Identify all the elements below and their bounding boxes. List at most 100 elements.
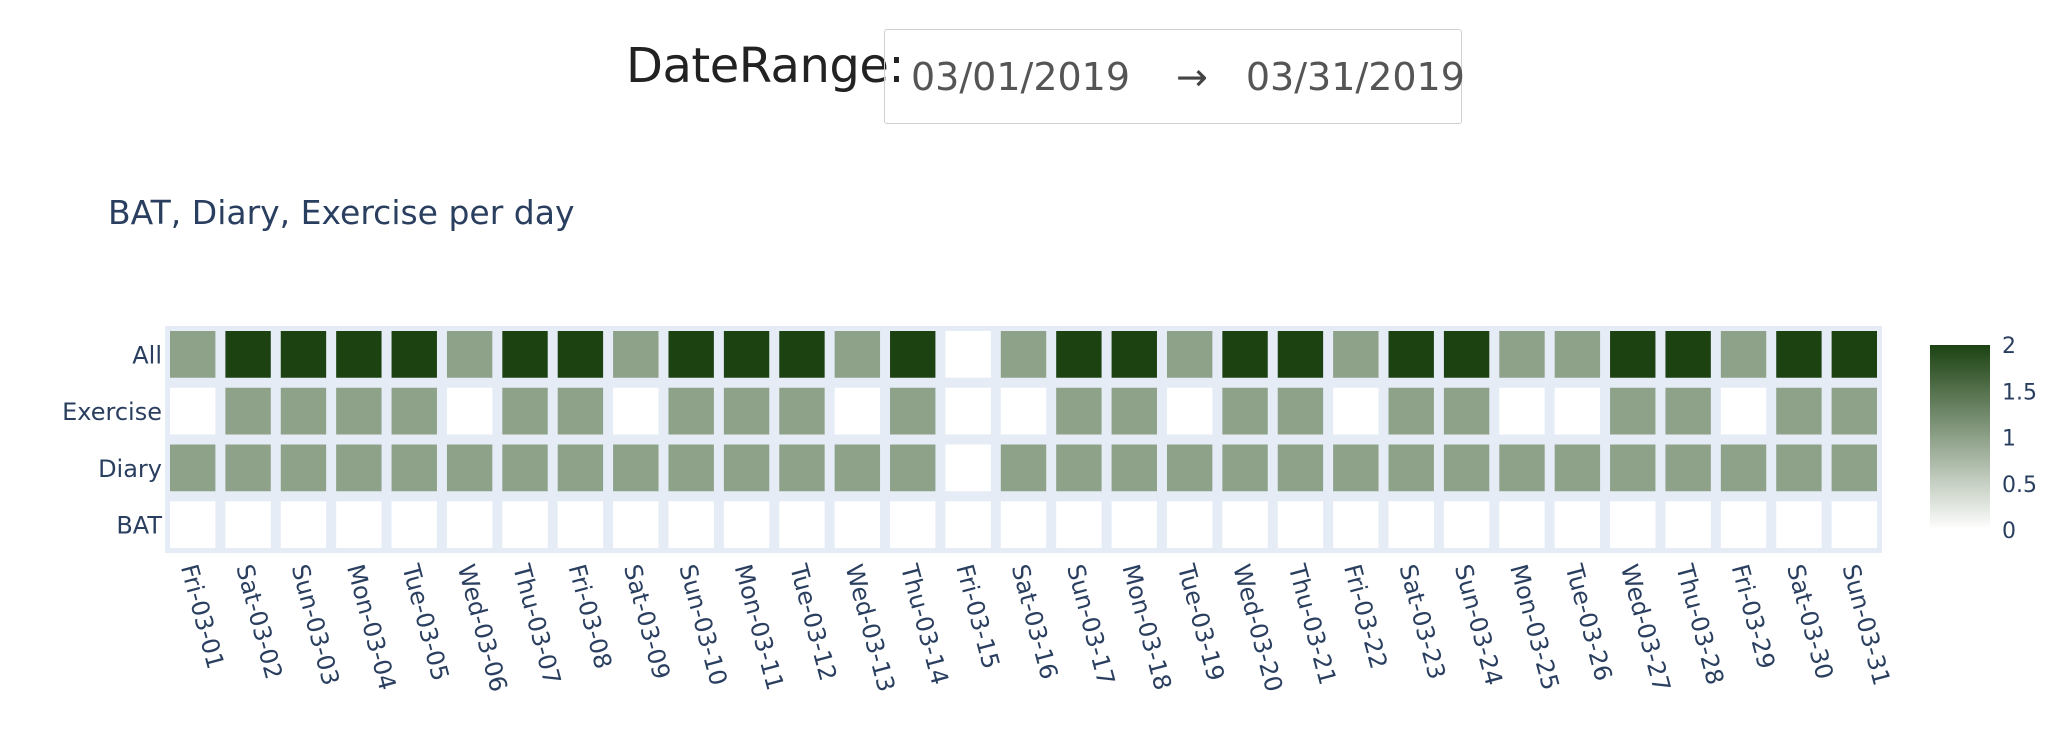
heatmap-cell-diary-thu-03-28 bbox=[1665, 444, 1711, 492]
heatmap-cell-all-sat-03-23 bbox=[1388, 331, 1434, 378]
x-tick-label: Mon-03-11 bbox=[729, 561, 789, 693]
heatmap-cell-exercise-thu-03-21 bbox=[1277, 387, 1324, 435]
heatmap-cell-diary-thu-03-07 bbox=[502, 444, 548, 492]
colorbar-tick-label: 0.5 bbox=[2002, 473, 2037, 498]
heatmap-cell-all-sun-03-24 bbox=[1443, 331, 1490, 378]
heatmap-cell-diary-sun-03-24 bbox=[1443, 444, 1490, 492]
heatmap-cell-exercise-thu-03-14 bbox=[890, 387, 936, 435]
x-tick-label: Fri-03-08 bbox=[563, 561, 618, 672]
colorbar-tick-label: 0 bbox=[2002, 519, 2016, 544]
heatmap-cell-exercise-fri-03-08 bbox=[557, 387, 604, 435]
x-tick-label: Thu-03-28 bbox=[1670, 560, 1729, 687]
y-tick-label: Exercise bbox=[62, 398, 162, 426]
heatmap-cell-exercise-mon-03-11 bbox=[723, 387, 770, 435]
heatmap-cell-exercise-tue-03-12 bbox=[779, 387, 825, 435]
heatmap-cell-diary-mon-03-04 bbox=[336, 444, 382, 492]
heatmap-cell-diary-sat-03-23 bbox=[1388, 444, 1434, 492]
x-tick-label: Wed-03-20 bbox=[1227, 561, 1288, 695]
heatmap-cell-diary-tue-03-26 bbox=[1554, 444, 1601, 492]
heatmap-cell-diary-fri-03-08 bbox=[557, 444, 604, 492]
heatmap-cell-diary-tue-03-12 bbox=[779, 444, 825, 492]
heatmap-cell-diary-mon-03-25 bbox=[1499, 444, 1545, 492]
colorbar-tick-label: 1.5 bbox=[2002, 380, 2037, 405]
heatmap-cell-bat-sun-03-03 bbox=[280, 501, 327, 548]
start-date-input[interactable]: 03/01/2019 bbox=[911, 54, 1131, 99]
x-tick-label: Sun-03-24 bbox=[1449, 561, 1508, 688]
heatmap-cell-bat-sat-03-30 bbox=[1776, 501, 1822, 548]
heatmap-cell-all-fri-03-22 bbox=[1333, 331, 1379, 378]
heatmap-cell-bat-wed-03-27 bbox=[1610, 501, 1656, 548]
heatmap-cell-exercise-wed-03-13 bbox=[834, 387, 881, 435]
heatmap-cell-all-mon-03-18 bbox=[1111, 331, 1157, 378]
colorbar-tick-label: 2 bbox=[2002, 334, 2016, 359]
heatmap-cell-exercise-mon-03-04 bbox=[336, 387, 382, 435]
heatmap-cell-diary-sun-03-31 bbox=[1831, 444, 1877, 492]
heatmap-cell-diary-fri-03-22 bbox=[1333, 444, 1379, 492]
heatmap-cell-exercise-wed-03-27 bbox=[1610, 387, 1656, 435]
x-tick-label: Thu-03-21 bbox=[1282, 560, 1341, 687]
heatmap-cell-diary-sun-03-10 bbox=[668, 444, 714, 492]
colorbar-tick-label: 1 bbox=[2002, 427, 2016, 452]
heatmap-cell-bat-mon-03-25 bbox=[1499, 501, 1545, 548]
x-tick-label: Sat-03-02 bbox=[230, 561, 288, 682]
x-tick-label: Sun-03-31 bbox=[1837, 561, 1896, 688]
heatmap-cell-bat-sun-03-17 bbox=[1056, 501, 1102, 548]
heatmap-cell-exercise-tue-03-19 bbox=[1166, 387, 1213, 435]
x-tick-label: Sun-03-03 bbox=[286, 561, 345, 688]
heatmap-cell-diary-tue-03-19 bbox=[1166, 444, 1213, 492]
heatmap-cell-all-tue-03-12 bbox=[779, 331, 825, 378]
end-date-input[interactable]: 03/31/2019 bbox=[1245, 54, 1465, 99]
y-tick-label: Diary bbox=[98, 455, 162, 483]
heatmap-cell-all-sun-03-17 bbox=[1056, 331, 1102, 378]
heatmap-cell-diary-sun-03-17 bbox=[1056, 444, 1102, 492]
x-tick-label: Fri-03-22 bbox=[1338, 561, 1393, 672]
heatmap-cell-exercise-sat-03-23 bbox=[1388, 387, 1434, 435]
heatmap-cell-all-mon-03-25 bbox=[1499, 331, 1545, 378]
heatmap-cell-diary-fri-03-29 bbox=[1720, 444, 1767, 492]
heatmap-cell-bat-mon-03-18 bbox=[1111, 501, 1157, 548]
heatmap-cell-all-sat-03-16 bbox=[1000, 331, 1047, 378]
heatmap-cell-all-tue-03-26 bbox=[1554, 331, 1601, 378]
heatmap-cell-exercise-thu-03-28 bbox=[1665, 387, 1711, 435]
heatmap-cell-diary-tue-03-05 bbox=[391, 444, 437, 492]
heatmap-cell-all-tue-03-19 bbox=[1166, 331, 1213, 378]
heatmap-cell-exercise-mon-03-18 bbox=[1111, 387, 1157, 435]
heatmap-cell-exercise-sat-03-02 bbox=[225, 387, 271, 435]
date-range-picker[interactable]: 03/01/2019 → 03/31/2019 bbox=[884, 29, 1465, 124]
heatmap-cell-exercise-tue-03-05 bbox=[391, 387, 437, 435]
x-tick-label: Tue-03-05 bbox=[396, 560, 454, 684]
heatmap-cell-all-wed-03-13 bbox=[834, 331, 881, 378]
x-axis-labels: Fri-03-01 Sat-03-02Sun-03-03Mon-03-04Tue-… bbox=[175, 560, 1896, 694]
heatmap-cell-bat-fri-03-22 bbox=[1333, 501, 1379, 548]
heatmap-cells bbox=[170, 331, 1877, 548]
heatmap-cell-all-wed-03-27 bbox=[1610, 331, 1656, 378]
heatmap-cell-bat-fri-03-29 bbox=[1720, 501, 1767, 548]
heatmap-cell-exercise-sun-03-24 bbox=[1443, 387, 1490, 435]
heatmap-cell-all-wed-03-20 bbox=[1222, 331, 1268, 378]
heatmap-cell-diary-wed-03-13 bbox=[834, 444, 881, 492]
heatmap-cell-all-thu-03-21 bbox=[1277, 331, 1324, 378]
heatmap-cell-all-fri-03-15 bbox=[945, 331, 991, 378]
date-range-label: DateRange: bbox=[626, 38, 905, 94]
x-tick-label: Wed-03-06 bbox=[452, 561, 513, 695]
y-axis-labels: BAT Diary Exercise All bbox=[62, 341, 162, 539]
heatmap-cell-all-tue-03-05 bbox=[391, 331, 437, 378]
heatmap-cell-exercise-wed-03-06 bbox=[446, 387, 493, 435]
y-tick-label: All bbox=[132, 341, 162, 369]
heatmap-cell-all-thu-03-14 bbox=[890, 331, 936, 378]
heatmap-cell-exercise-fri-03-22 bbox=[1333, 387, 1379, 435]
heatmap-cell-all-sun-03-31 bbox=[1831, 331, 1877, 378]
heatmap-cell-bat-sun-03-10 bbox=[668, 501, 714, 548]
heatmap-cell-bat-sun-03-31 bbox=[1831, 501, 1877, 548]
heatmap-cell-exercise-wed-03-20 bbox=[1222, 387, 1268, 435]
x-tick-label: Sat-03-16 bbox=[1006, 561, 1064, 682]
heatmap-cell-bat-thu-03-14 bbox=[890, 501, 936, 548]
heatmap-cell-diary-mon-03-18 bbox=[1111, 444, 1157, 492]
heatmap-cell-all-sat-03-09 bbox=[613, 331, 659, 378]
chart-title: BAT, Diary, Exercise per day bbox=[108, 193, 574, 232]
heatmap-cell-exercise-fri-03-15 bbox=[945, 387, 991, 435]
heatmap-cell-bat-fri-03-15 bbox=[945, 501, 991, 548]
heatmap-cell-exercise-sun-03-17 bbox=[1056, 387, 1102, 435]
heatmap-cell-all-wed-03-06 bbox=[446, 331, 493, 378]
x-tick-label: Thu-03-14 bbox=[895, 560, 954, 687]
